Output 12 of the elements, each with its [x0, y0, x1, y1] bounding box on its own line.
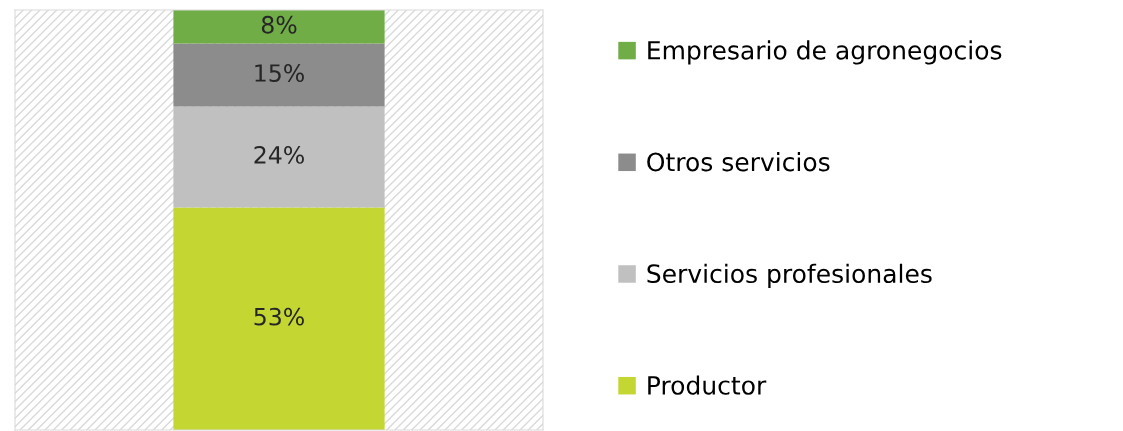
legend-label: Servicios profesionales [647, 263, 932, 288]
data-label: 53% [254, 307, 304, 326]
legend-label: Empresario de agronegocios [648, 40, 1002, 65]
bar [173, 207, 385, 430]
bar [173, 106, 385, 208]
data-label: 8% [261, 15, 297, 34]
legend-label: Otros servicios [647, 152, 830, 172]
data-label: 15% [255, 64, 304, 82]
bar [173, 43, 385, 107]
legend-label: Productor [648, 375, 767, 395]
data-label: 24% [254, 145, 304, 164]
bar [173, 10, 385, 44]
